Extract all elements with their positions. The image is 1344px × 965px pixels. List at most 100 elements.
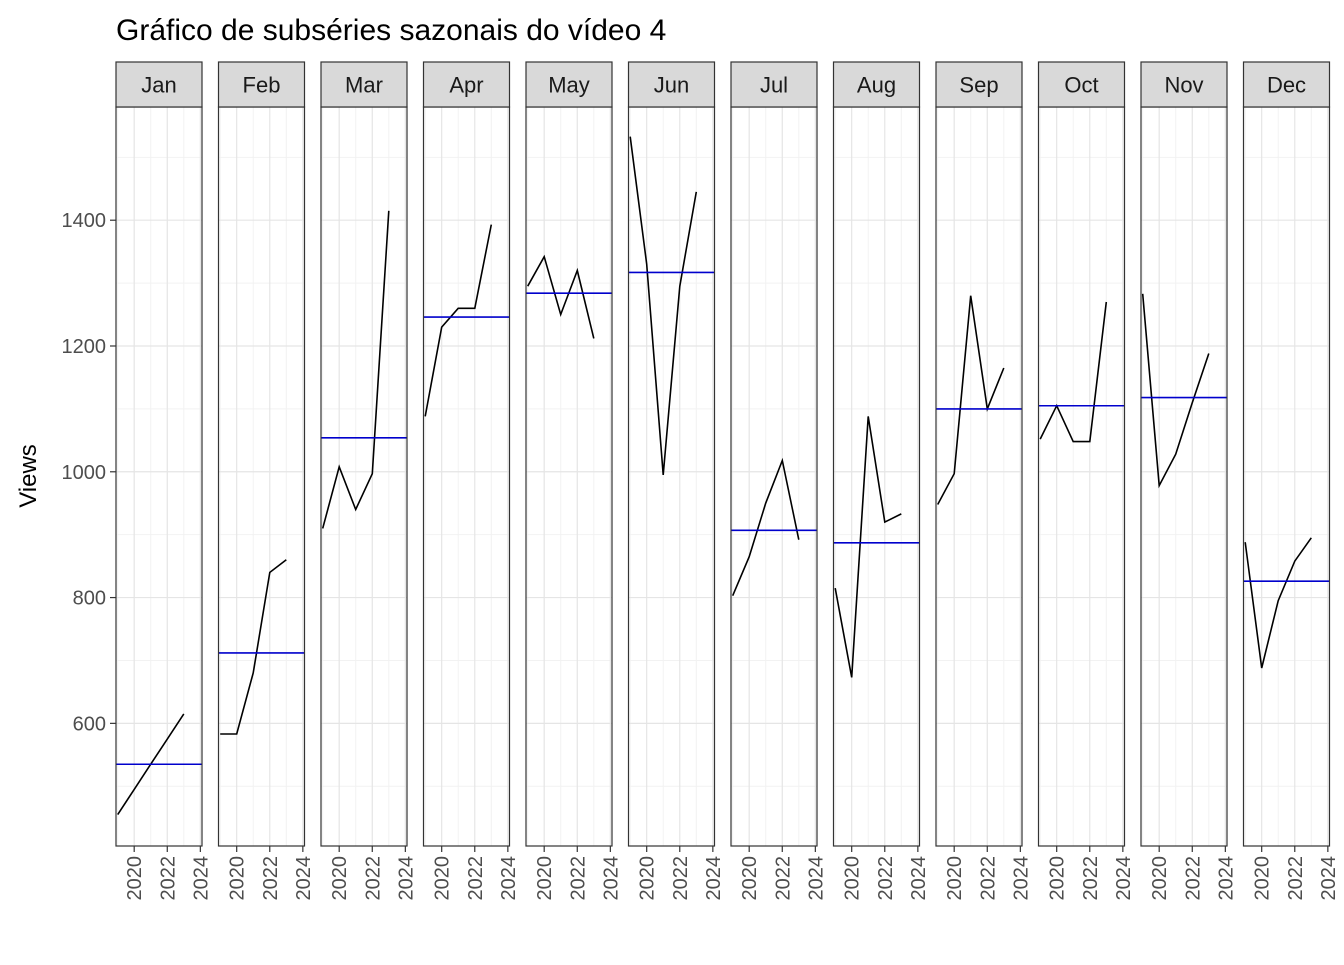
panel-background: [116, 107, 202, 846]
facet-strip-label: Jun: [654, 73, 689, 98]
x-tick-label: 2020: [739, 856, 761, 901]
facet-strip: [832, 61, 921, 108]
series-line-jul: [731, 457, 800, 597]
x-tick-label: 2024: [395, 856, 417, 901]
series-line-apr: [424, 224, 493, 417]
x-tick-label: 2022: [465, 856, 487, 901]
x-tick-label: 2022: [670, 856, 692, 901]
series-line-feb: [220, 559, 287, 735]
facet-strip-label: Nov: [1164, 73, 1203, 98]
panel-background: [321, 107, 407, 846]
facet-strip-label: May: [548, 73, 590, 98]
y-tick-label: 800: [73, 588, 106, 610]
x-tick-label: 2022: [157, 856, 179, 901]
x-tick-label: 2024: [1010, 856, 1032, 901]
panel-background: [731, 107, 817, 846]
x-tick-label: 2020: [1252, 856, 1274, 901]
facet-panel-jan: Jan 2020 2022 2024: [115, 61, 212, 901]
chart-title: Gráfico de subséries sazonais do vídeo 4: [116, 14, 666, 47]
facet-panel-may: May 2020 2022 2024: [525, 61, 622, 901]
x-tick-label: 2020: [637, 856, 659, 901]
x-tick-label: 2020: [432, 856, 454, 901]
facet-panel-mar: Mar 2020 2022 2024: [320, 61, 417, 901]
series-line-sep: [936, 295, 1005, 505]
facet-strip-label: Jan: [141, 73, 176, 98]
y-axis: 600 800 1000 1200 1400: [62, 210, 116, 735]
facet-strip: [115, 61, 203, 108]
x-tick-label: 2020: [944, 856, 966, 901]
facet-strip-label: Aug: [857, 73, 896, 98]
x-tick-label: 2020: [1149, 856, 1171, 901]
facet-strip: [1140, 61, 1228, 108]
facet-strip-label: Dec: [1267, 73, 1306, 98]
facet-panel-jun: Jun 2020 2022 2024: [627, 61, 725, 901]
series-line-mar: [321, 210, 390, 529]
x-tick-label: 2020: [227, 856, 249, 901]
x-tick-label: 2020: [124, 856, 146, 901]
panel-background: [218, 107, 305, 846]
facet-panel-feb: Feb 2020 2022 2024: [217, 61, 315, 901]
series-line-nov: [1141, 293, 1210, 489]
panel-background: [423, 107, 510, 846]
x-tick-label: 2024: [190, 856, 212, 901]
facet-strip: [1242, 61, 1331, 108]
y-tick-label: 600: [73, 713, 106, 735]
y-tick-label: 1000: [62, 462, 107, 484]
facet-strip: [217, 61, 306, 108]
x-tick-label: 2024: [1113, 856, 1135, 901]
x-tick-label: 2022: [567, 856, 589, 901]
y-axis-label: Views: [15, 444, 42, 508]
facet-strip: [935, 61, 1023, 108]
facet-panel-dec: Dec 2020 2022 2024: [1242, 61, 1340, 901]
x-tick-label: 2024: [1318, 856, 1340, 901]
panel-background: [526, 107, 612, 846]
facet-strip: [627, 61, 716, 108]
series-line-jun: [629, 136, 698, 475]
x-tick-label: 2020: [329, 856, 351, 901]
x-tick-label: 2020: [1047, 856, 1069, 901]
x-tick-label: 2024: [1215, 856, 1237, 901]
facet-strip-label: Feb: [243, 73, 281, 98]
facet-strip-label: Mar: [345, 73, 383, 98]
panel-background: [1038, 107, 1125, 846]
x-tick-label: 2024: [805, 856, 827, 901]
facet-panel-apr: Apr 2020 2022 2024: [422, 61, 520, 901]
x-tick-label: 2024: [498, 856, 520, 901]
panel-background: [833, 107, 920, 846]
x-tick-label: 2020: [842, 856, 864, 901]
facet-strip: [525, 61, 613, 108]
facet-strip: [422, 61, 511, 108]
facet-strip: [730, 61, 818, 108]
x-tick-label: 2022: [260, 856, 282, 901]
x-tick-label: 2022: [772, 856, 794, 901]
facet-strip-label: Oct: [1064, 73, 1098, 98]
x-tick-label: 2022: [1285, 856, 1307, 901]
x-tick-label: 2024: [703, 856, 725, 901]
x-tick-label: 2022: [1080, 856, 1102, 901]
facet-strip-label: Sep: [959, 73, 998, 98]
facet-strip-label: Jul: [760, 73, 788, 98]
panel-background: [936, 107, 1022, 846]
facet-strip: [1037, 61, 1126, 108]
x-tick-label: 2022: [362, 856, 384, 901]
facet-panel-aug: Aug 2020 2022 2024: [832, 61, 930, 901]
y-tick-label: 1400: [62, 210, 107, 232]
facet-strip: [320, 61, 408, 108]
series-line-dec: [1244, 537, 1312, 669]
x-tick-label: 2022: [1182, 856, 1204, 901]
x-tick-label: 2024: [293, 856, 315, 901]
x-tick-label: 2024: [600, 856, 622, 901]
series-line-aug: [834, 416, 902, 678]
panel-background: [1243, 107, 1330, 846]
panel-background: [1141, 107, 1227, 846]
x-tick-label: 2024: [908, 856, 930, 901]
series-line-oct: [1039, 301, 1108, 443]
facet-strip-label: Apr: [449, 73, 483, 98]
facet-panel-oct: Oct 2020 2022 2024: [1037, 61, 1135, 901]
facet-panel-nov: Nov 2020 2022 2024: [1140, 61, 1237, 901]
y-tick-label: 1200: [62, 336, 107, 358]
facet-panel-sep: Sep 2020 2022 2024: [935, 61, 1032, 901]
x-tick-label: 2022: [977, 856, 999, 901]
